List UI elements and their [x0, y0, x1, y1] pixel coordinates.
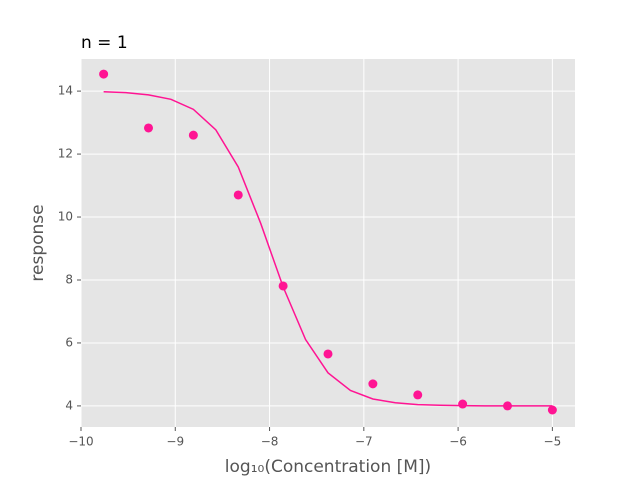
data-point — [368, 379, 378, 389]
data-point — [144, 123, 154, 133]
fit-line — [103, 90, 553, 407]
y-tick-label: 12 — [58, 147, 73, 161]
marks — [99, 69, 557, 415]
x-tick-label: −5 — [544, 435, 562, 449]
data-point — [458, 399, 468, 409]
y-tick-label: 14 — [58, 84, 73, 98]
x-tick-label: −10 — [68, 435, 93, 449]
x-tick-label: −6 — [449, 435, 467, 449]
y-axis-label: response — [28, 204, 48, 281]
y-tick-label: 6 — [65, 335, 73, 349]
data-point — [323, 349, 333, 359]
y-tick-label: 10 — [58, 210, 73, 224]
data-point — [502, 401, 512, 411]
x-tick-label: −9 — [166, 435, 184, 449]
data-point — [278, 281, 288, 291]
chart-title: n = 1 — [81, 33, 128, 53]
y-tick-label: 4 — [65, 398, 73, 412]
plot-area — [81, 59, 575, 427]
x-tick-label: −8 — [261, 435, 279, 449]
data-point — [188, 130, 198, 140]
data-point — [233, 190, 243, 200]
y-tick-label: 8 — [65, 272, 73, 286]
data-point — [413, 390, 423, 400]
x-axis-label: log₁₀(Concentration [M]) — [225, 457, 431, 477]
data-point — [547, 405, 557, 415]
x-tick-label: −7 — [355, 435, 373, 449]
grid — [80, 59, 575, 427]
data-point — [99, 69, 109, 79]
